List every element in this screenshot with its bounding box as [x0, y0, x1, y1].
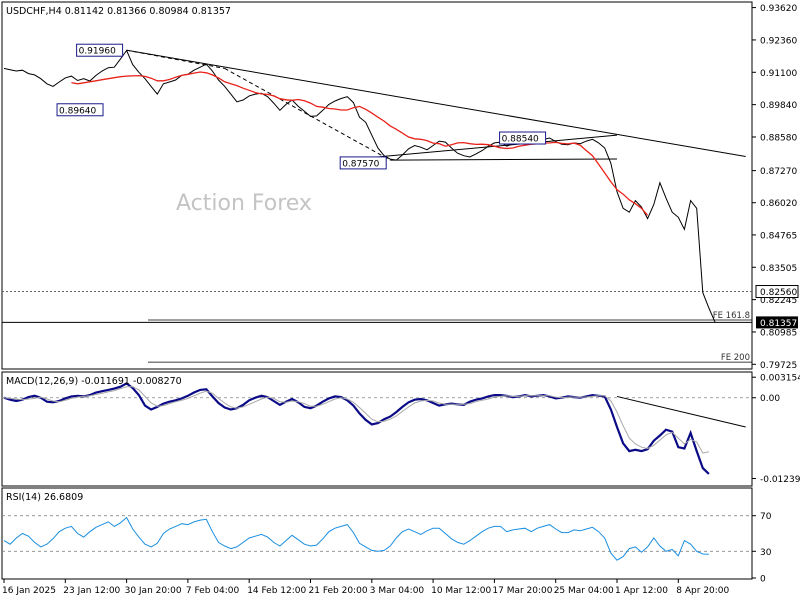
- x-axis-label: 21 Feb 20:00: [309, 586, 368, 596]
- price-axis-label: 0.89840: [760, 101, 797, 111]
- x-axis-label: 17 Mar 20:00: [492, 586, 552, 596]
- macd-axis-label: 0.00: [760, 394, 780, 404]
- price-annotations: 0.91960 0.89640 0.87570 0.88540: [56, 43, 547, 170]
- price-levels: 0.82560 0.81357 FE 161.8 FE 200: [2, 285, 799, 363]
- rsi-panel-frame: [1, 487, 753, 580]
- trendline: [390, 158, 618, 161]
- macd-signal-line: [3, 386, 710, 454]
- x-axis-label: 3 Mar 04:00: [370, 586, 425, 596]
- rsi-layer: 70 30 0: [2, 512, 772, 585]
- price-axis: 0.93620 0.92360 0.91100 0.89840 0.88580 0.872…: [752, 4, 797, 371]
- price-axis-label: 0.87270: [760, 167, 797, 177]
- x-axis: 16 Jan 2025 23 Jan 12:00 30 Jan 20:00 7 Feb…: [2, 579, 730, 596]
- price-axis-label: 0.93620: [760, 4, 797, 14]
- swing-point-label: 0.87570: [342, 159, 379, 169]
- swing-point-box: [499, 131, 547, 145]
- price-level-label: 0.82560: [760, 288, 797, 298]
- price-panel-frame: [1, 1, 753, 370]
- price-axis-label: 0.86020: [760, 199, 797, 209]
- rsi-line: [3, 516, 709, 561]
- macd-axis-label: 0.003154: [760, 374, 800, 384]
- price-axis-label: 0.91100: [760, 69, 797, 79]
- macd-label: MACD(12,26,9) -0.011691 -0.008270: [6, 376, 182, 387]
- swing-point-box: [56, 103, 104, 117]
- trendline: [126, 49, 746, 157]
- rsi-axis-label: 0: [760, 575, 766, 585]
- moving-average-line: [71, 71, 649, 216]
- x-axis-label: 10 Mar 12:00: [431, 586, 491, 596]
- x-axis-label: 1 Apr 12:00: [615, 586, 668, 596]
- price-axis-label: 0.82245: [760, 296, 797, 306]
- fibonacci-extension-label: FE 200: [721, 353, 750, 363]
- swing-point-label: 0.88540: [502, 135, 539, 145]
- price-axis-label: 0.83505: [760, 264, 797, 274]
- chart-header: USDCHF,H4 0.81142 0.81366 0.80984 0.8135…: [6, 6, 231, 17]
- x-axis-label: 25 Mar 04:00: [554, 586, 614, 596]
- price-axis-label: 0.84765: [760, 231, 797, 241]
- x-axis-label: 30 Jan 20:00: [125, 586, 182, 596]
- swing-point-label: 0.91960: [79, 47, 116, 57]
- swing-point-box: [339, 156, 387, 170]
- x-axis-label: 16 Jan 2025: [2, 586, 56, 596]
- swing-point-box: [76, 43, 124, 57]
- macd-line: [3, 382, 710, 475]
- x-axis-label: 8 Apr 20:00: [676, 586, 729, 596]
- price-axis-label: 0.79725: [760, 361, 797, 371]
- price-level-box: [755, 285, 799, 299]
- swing-point-label: 0.89640: [59, 106, 96, 116]
- fibonacci-extension-label: FE 161.8: [713, 311, 750, 321]
- rsi-axis-label: 70: [760, 512, 772, 522]
- macd-trendline: [616, 395, 746, 428]
- rsi-label: RSI(14) 26.6809: [6, 492, 83, 503]
- x-axis-label: 14 Feb 12:00: [247, 586, 306, 596]
- x-axis-label: 7 Feb 04:00: [186, 586, 240, 596]
- current-price-label: 0.81357: [760, 319, 797, 329]
- current-price-box: [756, 316, 798, 329]
- channel-dashed-line: [126, 49, 225, 69]
- price-axis-label: 0.80985: [760, 328, 797, 338]
- macd-layer: 0.003154 0.00 -0.012398: [2, 374, 800, 485]
- macd-panel-frame: [1, 371, 753, 487]
- price-axis-label: 0.88580: [760, 133, 797, 143]
- watermark: Action Forex: [176, 191, 312, 216]
- x-axis-label: 23 Jan 12:00: [63, 586, 120, 596]
- price-axis-label: 0.92360: [760, 36, 797, 46]
- macd-axis-label: -0.012398: [760, 475, 800, 485]
- rsi-axis-label: 30: [760, 548, 772, 558]
